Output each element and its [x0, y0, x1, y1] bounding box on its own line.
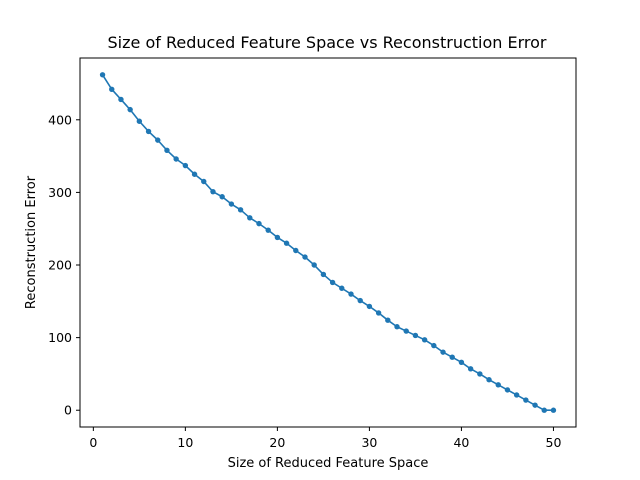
y-tick-label: 100: [48, 330, 72, 345]
y-tick-label: 200: [48, 258, 72, 273]
data-point: [477, 371, 483, 377]
data-point: [339, 285, 345, 291]
data-point: [109, 86, 115, 92]
data-point: [366, 303, 373, 310]
data-point: [523, 397, 529, 403]
data-point: [385, 317, 391, 323]
y-axis-label: Reconstruction Error: [24, 175, 39, 309]
data-point: [99, 72, 106, 78]
data-point: [440, 349, 446, 355]
data-point: [191, 171, 198, 177]
x-tick-label: 0: [89, 435, 97, 450]
data-point: [173, 156, 179, 162]
data-point: [210, 188, 216, 195]
data-point: [311, 262, 317, 268]
data-point: [421, 337, 428, 343]
y-tick-label: 0: [64, 403, 72, 418]
data-point: [136, 118, 143, 124]
data-point: [467, 366, 474, 372]
data-point: [431, 342, 437, 349]
data-point: [293, 247, 299, 254]
data-point: [329, 279, 336, 286]
data-point: [155, 137, 161, 143]
data-point: [201, 178, 207, 185]
data-point: [458, 359, 465, 366]
x-tick-label: 20: [269, 435, 285, 450]
chart-title: Size of Reduced Feature Space vs Reconst…: [108, 33, 547, 52]
x-tick-label: 30: [361, 435, 377, 450]
data-point: [486, 377, 492, 383]
axes-frame: [79, 57, 577, 428]
axis-ticks: 0 10 20 30 40 50 0 100 200 300 400: [48, 112, 561, 450]
data-point: [164, 147, 170, 153]
x-tick-label: 50: [546, 435, 562, 450]
data-point: [412, 332, 419, 339]
data-point: [247, 215, 253, 221]
data-point: [532, 402, 538, 408]
data-point: [320, 271, 327, 278]
y-tick-label: 400: [48, 112, 72, 127]
data-point: [127, 106, 133, 113]
data-point: [357, 297, 363, 304]
data-point: [403, 328, 409, 334]
data-point: [237, 207, 244, 213]
data-point: [394, 324, 400, 330]
data-point: [550, 407, 557, 413]
x-tick-label: 40: [453, 435, 469, 450]
data-point: [513, 392, 520, 398]
data-point: [375, 310, 382, 316]
data-point: [265, 227, 271, 233]
data-point: [495, 382, 501, 388]
data-point: [118, 96, 124, 103]
data-point: [541, 407, 547, 413]
data-point: [283, 240, 290, 246]
data-point: [302, 254, 308, 260]
data-point: [228, 201, 235, 207]
data-point: [145, 128, 152, 135]
plot-area: [99, 72, 557, 413]
data-point: [182, 162, 189, 169]
data-point: [504, 387, 511, 393]
data-point: [348, 291, 354, 297]
data-point: [449, 354, 455, 360]
data-point: [274, 234, 281, 241]
data-point: [256, 220, 262, 227]
x-tick-label: 10: [177, 435, 193, 450]
data-point: [219, 194, 225, 200]
y-tick-label: 300: [48, 185, 72, 200]
x-axis-label: Size of Reduced Feature Space: [228, 456, 429, 471]
